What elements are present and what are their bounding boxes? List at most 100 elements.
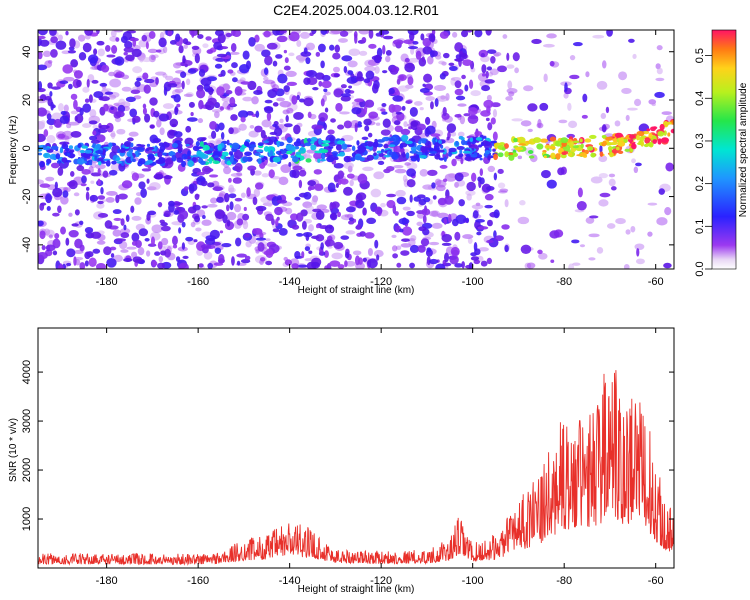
spectrogram-blob bbox=[74, 238, 83, 249]
spectrogram-blob bbox=[259, 232, 264, 239]
spectrogram-blob bbox=[428, 33, 436, 42]
spectrogram-blob bbox=[207, 97, 217, 106]
spectrogram-ridge-blob bbox=[350, 157, 356, 162]
spectrogram-blob bbox=[416, 221, 424, 227]
spectrogram-blob bbox=[312, 86, 319, 91]
colorbar: 0.0 0.1 0.2 0.3 0.4 0.5 Normalized spectral a… bbox=[694, 29, 749, 277]
spectrogram-blob bbox=[307, 180, 317, 187]
spectrogram-blob bbox=[274, 125, 279, 129]
spectrogram-blob bbox=[469, 79, 474, 89]
spectrogram-blob bbox=[356, 223, 361, 230]
spectrogram-blob bbox=[615, 218, 626, 225]
spectrogram-blob bbox=[590, 176, 603, 184]
spectrogram-blob bbox=[359, 50, 368, 56]
spectrogram-ridge-blob bbox=[475, 137, 483, 141]
spectrogram-blob bbox=[392, 204, 397, 214]
spectrogram-ridge-blob bbox=[321, 140, 331, 144]
spectrogram-blob bbox=[477, 176, 482, 182]
spectrogram-blob bbox=[647, 231, 653, 237]
spectrogram-ridge-blob bbox=[508, 152, 514, 156]
spectrogram-blob bbox=[355, 199, 365, 209]
spectrogram-blob bbox=[174, 107, 179, 113]
spectrogram-blob bbox=[391, 234, 397, 238]
spectrogram-blob bbox=[395, 189, 406, 197]
spectrogram-blob bbox=[396, 78, 401, 85]
spectrogram-ridge-blob bbox=[650, 126, 656, 132]
spectrogram-blob bbox=[80, 183, 87, 187]
spectrogram-blob bbox=[212, 186, 224, 192]
spectrogram-blob bbox=[663, 262, 672, 269]
spectrogram-blob bbox=[301, 220, 307, 230]
spectrogram-blob bbox=[263, 76, 269, 81]
spectrogram-blob bbox=[346, 76, 358, 84]
spectrogram-blob bbox=[537, 249, 543, 255]
spectrogram-blob bbox=[190, 221, 196, 228]
spectrogram-blob bbox=[481, 85, 491, 92]
spectrogram-ridge-blob bbox=[555, 153, 561, 160]
spectrogram-ridge-blob bbox=[549, 136, 557, 142]
spectrogram-blob bbox=[90, 139, 101, 144]
spectrogram-blob bbox=[395, 90, 400, 97]
spectrogram-blob bbox=[338, 38, 349, 43]
spectrogram-blob bbox=[634, 243, 645, 251]
spectrogram-blob bbox=[386, 165, 395, 172]
spectrogram-blob bbox=[477, 226, 489, 230]
spectrogram-blob bbox=[131, 232, 140, 242]
spectrogram-blob bbox=[207, 262, 214, 269]
spectrogram-blob bbox=[468, 262, 474, 269]
spectrogram-blob bbox=[255, 110, 260, 118]
spectrogram-ridge-blob bbox=[428, 153, 437, 157]
spectrogram-ridge-blob bbox=[561, 151, 567, 156]
spectrogram-blob bbox=[159, 219, 165, 224]
snr-x-label: Height of straight line (km) bbox=[298, 584, 415, 595]
spectrogram-blob bbox=[104, 220, 113, 229]
spectrogram-blob bbox=[568, 263, 575, 269]
spectrogram-blob bbox=[117, 193, 128, 200]
spectrogram-blob bbox=[259, 257, 266, 262]
spectrogram-blob bbox=[265, 238, 271, 242]
spectrogram-ridge-blob bbox=[221, 151, 229, 157]
spectrogram-blob bbox=[272, 102, 279, 107]
spectrogram-blob bbox=[70, 130, 82, 138]
spectrogram-ridge-blob bbox=[98, 161, 102, 166]
spectrogram-blob bbox=[232, 177, 243, 184]
spectrogram-blob bbox=[345, 230, 356, 235]
spectrogram-blob bbox=[254, 43, 265, 52]
spectrogram-ridge-blob bbox=[478, 144, 483, 148]
spectrogram-blob bbox=[304, 246, 311, 252]
spectrogram-blob bbox=[366, 217, 377, 225]
spectrogram-blob bbox=[38, 244, 41, 253]
spectrogram-blob bbox=[117, 104, 126, 113]
spectrogram-blob bbox=[138, 181, 146, 190]
spectrogram-blob bbox=[143, 84, 151, 94]
spectrogram-blob bbox=[343, 162, 354, 170]
spectrogram-blob bbox=[112, 229, 122, 237]
spectrogram-ridge-blob bbox=[667, 132, 671, 137]
spectrogram-blob bbox=[214, 111, 220, 119]
spectrogram-blob bbox=[194, 53, 200, 64]
figure-title: C2E4.2025.004.03.12.R01 bbox=[273, 2, 439, 18]
spectrogram-ridge-blob bbox=[108, 142, 113, 148]
spectrogram-blob bbox=[430, 101, 434, 110]
spectrogram-blob bbox=[409, 106, 418, 117]
spectrogram-blob bbox=[443, 217, 448, 225]
spectrogram-blob bbox=[311, 261, 321, 269]
spectrogram-blob bbox=[588, 233, 600, 238]
spectrogram-ridge-blob bbox=[399, 143, 404, 149]
spectrogram-ridge-blob bbox=[484, 141, 491, 147]
spectrogram-ridge-blob bbox=[146, 143, 151, 147]
spectrogram-blob bbox=[144, 78, 155, 84]
spectrogram-blob bbox=[75, 113, 84, 124]
spectrogram-blob bbox=[141, 57, 153, 63]
spectrogram-blob bbox=[374, 239, 379, 249]
spectrogram-blob bbox=[46, 113, 52, 120]
spectrogram-blob bbox=[142, 72, 149, 80]
spectrogram-blob bbox=[364, 125, 370, 132]
spectrogram-blob bbox=[362, 257, 368, 262]
spectrogram-blob bbox=[198, 99, 204, 110]
spectrogram-blob bbox=[517, 155, 523, 160]
spectrogram-blob bbox=[492, 131, 498, 141]
spectrogram-blob bbox=[665, 162, 674, 172]
spectrogram-blob bbox=[367, 248, 373, 257]
spectrogram-blob bbox=[98, 124, 110, 130]
